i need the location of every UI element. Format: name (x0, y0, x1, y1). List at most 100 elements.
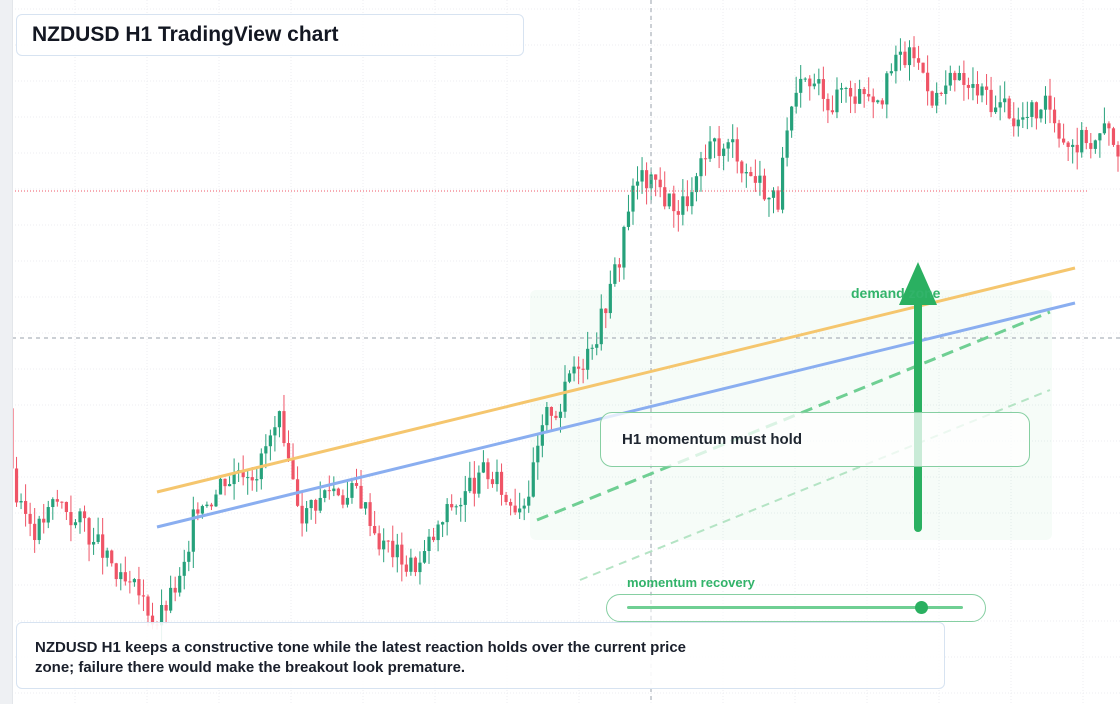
candle-body (622, 226, 626, 268)
candle-body (558, 411, 563, 418)
candle-body (400, 544, 404, 565)
candle-body (200, 506, 204, 514)
candle-body (404, 564, 408, 572)
candle-body (309, 499, 313, 509)
candle-body (790, 106, 794, 131)
candle-body (690, 192, 694, 207)
candle-body (613, 264, 617, 284)
candle-body (545, 406, 549, 426)
candle-body (395, 544, 399, 558)
candle-body (101, 534, 105, 558)
candle-body (223, 478, 227, 487)
candle-body (676, 211, 680, 215)
candle-body (164, 604, 168, 611)
candle-body (821, 79, 825, 99)
candle-body (1111, 128, 1116, 145)
candle-body (55, 499, 59, 502)
candle-body (159, 604, 164, 626)
momentum-recovery-track (627, 606, 963, 609)
candle-body (345, 497, 350, 505)
candle-body (948, 72, 952, 86)
candle-body (1057, 123, 1061, 139)
candle-body (305, 508, 309, 524)
candle-body (957, 73, 961, 81)
candle-body (273, 427, 277, 436)
candle-body (119, 572, 123, 580)
candle-body (318, 497, 322, 511)
candle-body (812, 83, 816, 87)
candle-body (363, 502, 368, 509)
candle-body (830, 110, 835, 113)
candle-body (939, 92, 943, 94)
candle-body (1021, 117, 1025, 120)
candle-body (246, 477, 250, 479)
candle-body (336, 488, 340, 496)
candle-body (37, 518, 41, 541)
candle-body (123, 572, 127, 582)
candle-body (835, 89, 839, 113)
candle-body (703, 158, 708, 160)
candle-body (454, 506, 458, 508)
candle-body (1071, 144, 1075, 147)
candle-body (504, 494, 508, 503)
candle-body (785, 130, 789, 158)
candle-body (42, 518, 46, 523)
candle-body (876, 100, 880, 103)
candle-body (971, 84, 975, 88)
candle-body (150, 615, 155, 625)
candle-body (137, 579, 141, 596)
candle-body (685, 196, 689, 207)
candle-body (128, 581, 132, 583)
momentum-callout-text: H1 momentum must hold (622, 431, 803, 448)
candle-body (1039, 109, 1043, 119)
candle-body (595, 344, 599, 348)
candle-body (694, 176, 699, 193)
candle-body (708, 141, 712, 159)
candle-body (862, 88, 866, 95)
candle-body (286, 443, 291, 459)
candle-body (1093, 140, 1097, 149)
candle-body (608, 283, 612, 314)
candle-body (726, 142, 730, 149)
candle-body (907, 47, 912, 66)
candle-body (998, 102, 1002, 108)
candle-body (962, 73, 966, 85)
candle-body (586, 348, 590, 370)
candle-body (490, 479, 495, 485)
candle-body (418, 562, 422, 573)
candle-body (146, 596, 150, 616)
candle-body (477, 472, 481, 494)
candle-body (341, 495, 345, 505)
candle-body (658, 179, 662, 188)
candle-body (323, 490, 327, 498)
candle-body (481, 462, 486, 473)
candle-body (590, 347, 594, 349)
candle-body (885, 73, 889, 105)
candle-body (617, 264, 621, 268)
candle-body (214, 494, 218, 507)
candle-body (91, 541, 96, 545)
candle-body (522, 505, 526, 509)
candle-body (1062, 138, 1066, 143)
candle-body (894, 54, 898, 72)
candle-body (19, 500, 23, 503)
candle-body (282, 411, 286, 444)
candle-body (953, 72, 957, 81)
candle-body (141, 595, 146, 597)
candle-body (46, 507, 50, 523)
momentum-recovery-knob[interactable] (915, 601, 929, 614)
candle-body (422, 551, 427, 563)
candle-body (51, 499, 55, 508)
candle-body (808, 78, 812, 87)
candle-body (232, 472, 236, 485)
candle-body (314, 499, 318, 511)
signal-arrow-head (899, 262, 937, 305)
candle-body (740, 161, 744, 174)
candle-body (1080, 130, 1084, 153)
candle-body (839, 88, 844, 90)
candle-body (518, 508, 522, 513)
momentum-recovery-slider[interactable] (606, 594, 986, 622)
candle-body (848, 87, 853, 97)
candle-body (912, 47, 916, 59)
candle-body (549, 406, 554, 416)
